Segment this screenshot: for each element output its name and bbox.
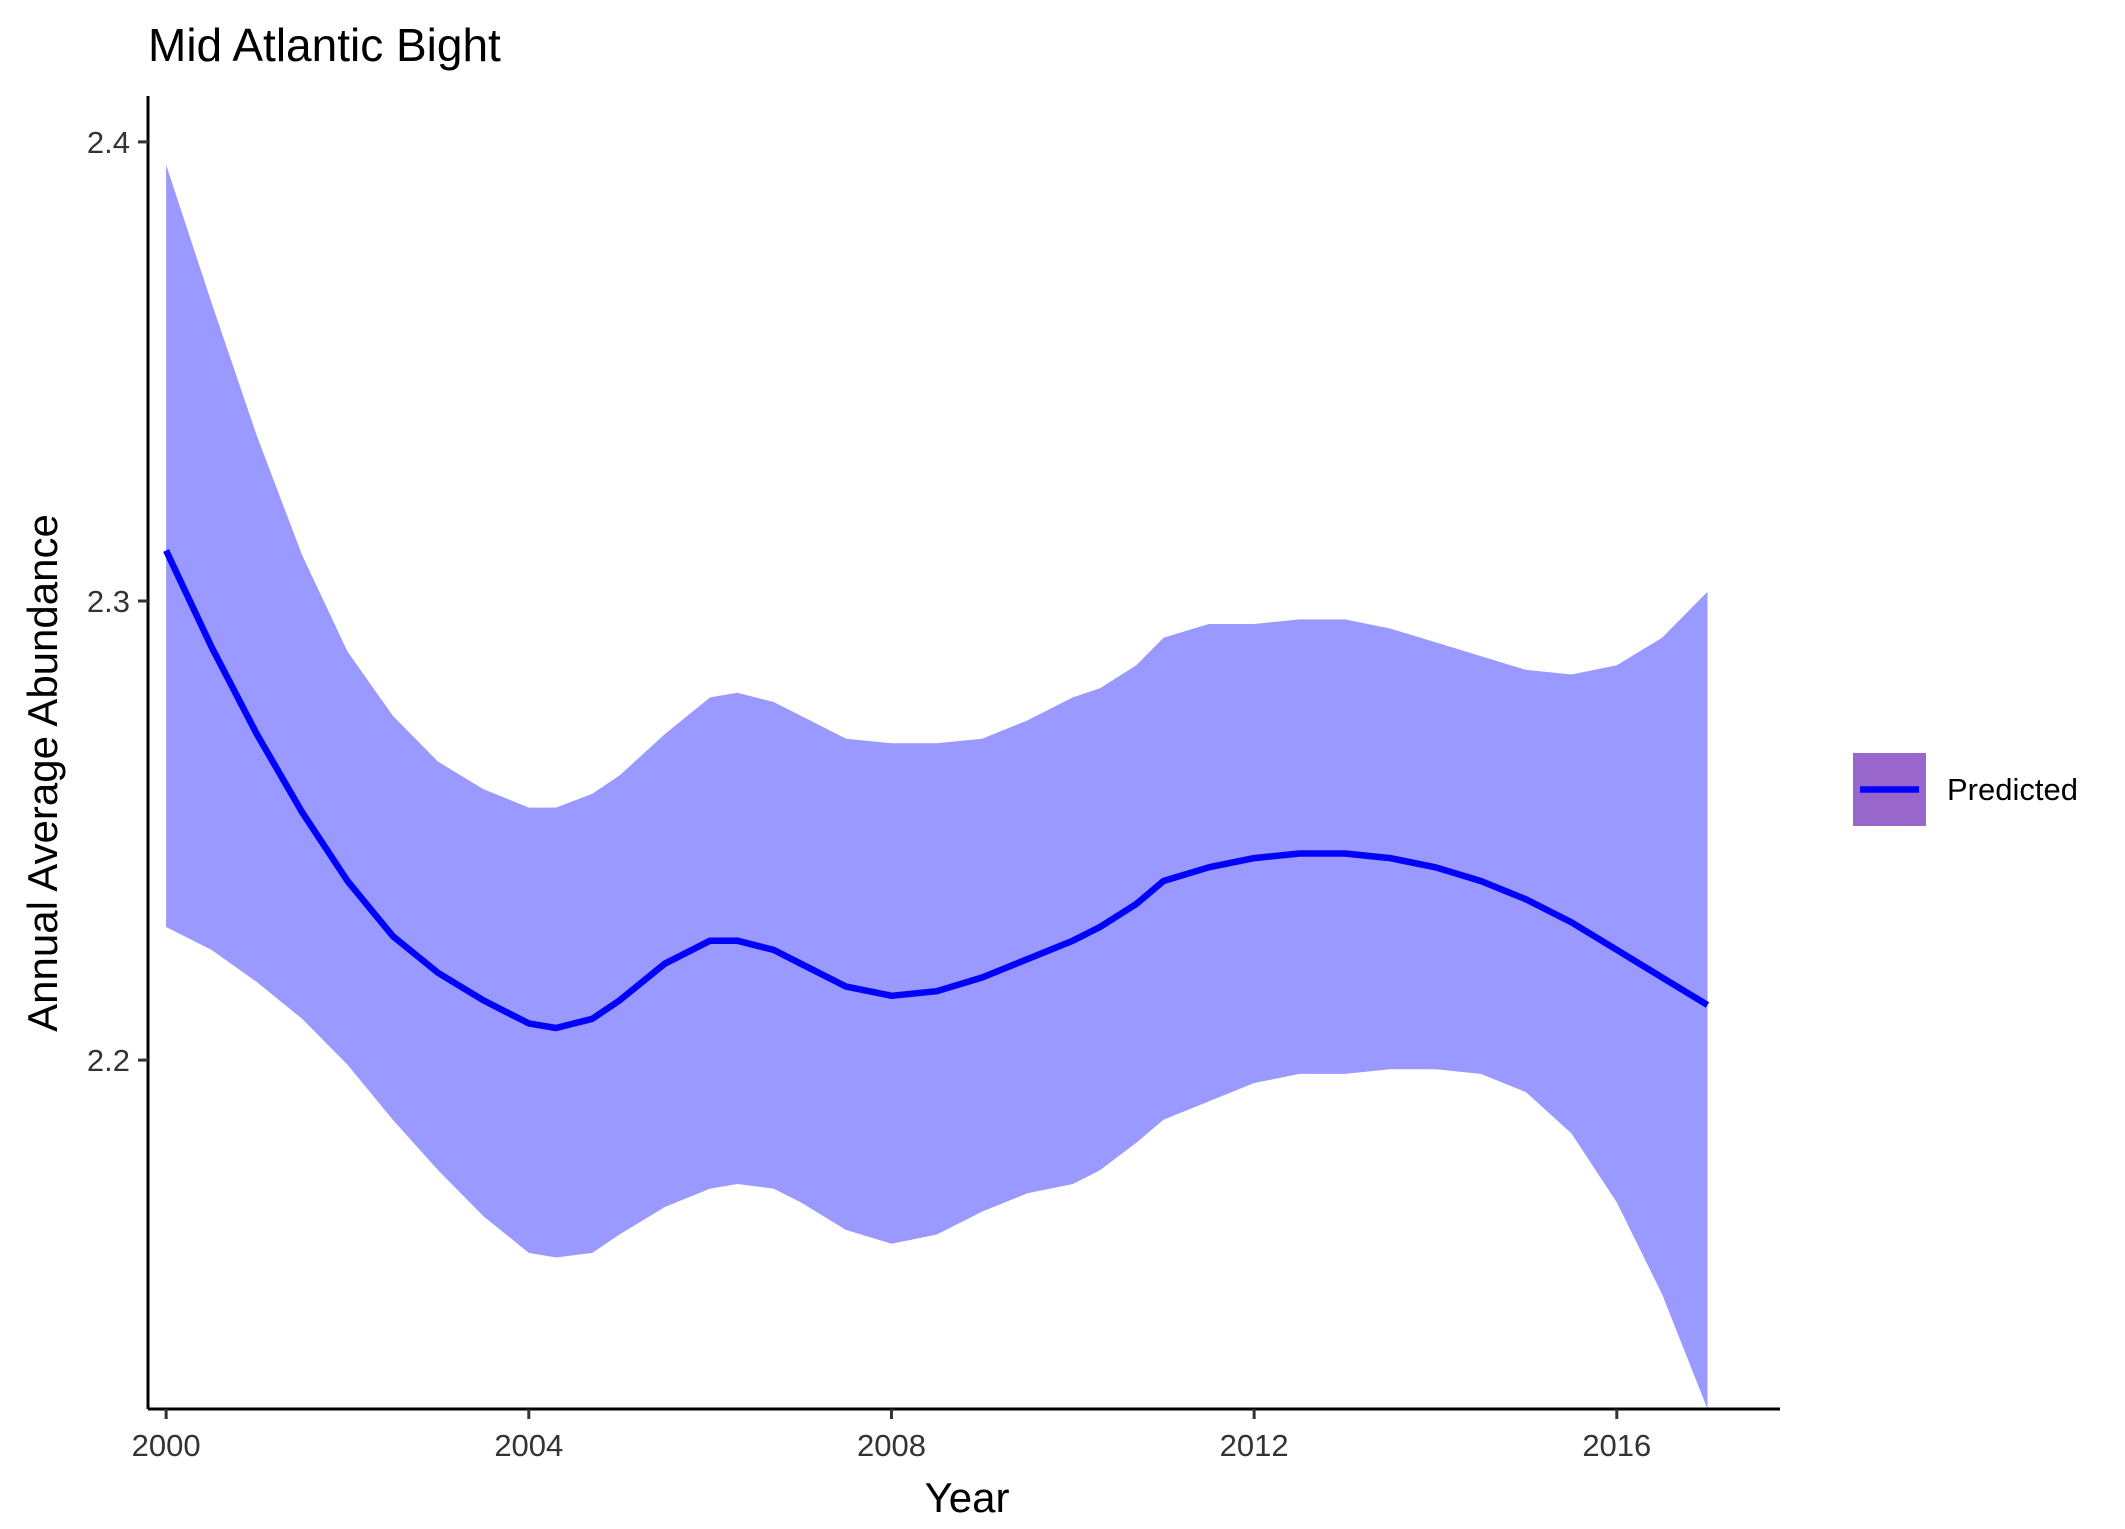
y-tick-label: 2.3 [87, 584, 130, 619]
x-tick-label: 2008 [857, 1428, 926, 1463]
confidence-ribbon [166, 164, 1708, 1409]
y-tick-label: 2.4 [87, 125, 130, 160]
plot-area [163, 164, 1710, 1409]
y-tick-label: 2.2 [87, 1043, 130, 1078]
x-tick-label: 2000 [132, 1428, 201, 1463]
x-tick-label: 2016 [1582, 1428, 1651, 1463]
legend-label-predicted: Predicted [1947, 772, 2078, 807]
y-axis-ticks: 2.2 2.3 2.4 [87, 125, 148, 1078]
x-axis-ticks: 2000 2004 2008 2012 2016 [132, 1409, 1651, 1463]
x-tick-label: 2012 [1220, 1428, 1289, 1463]
x-tick-label: 2004 [494, 1428, 563, 1463]
predicted-line [163, 549, 1710, 1032]
chart-title: Mid Atlantic Bight [148, 19, 501, 71]
legend: Predicted [1853, 753, 2078, 826]
y-axis-title: Annual Average Abundance [19, 514, 66, 1032]
x-axis-title: Year [925, 1474, 1010, 1521]
